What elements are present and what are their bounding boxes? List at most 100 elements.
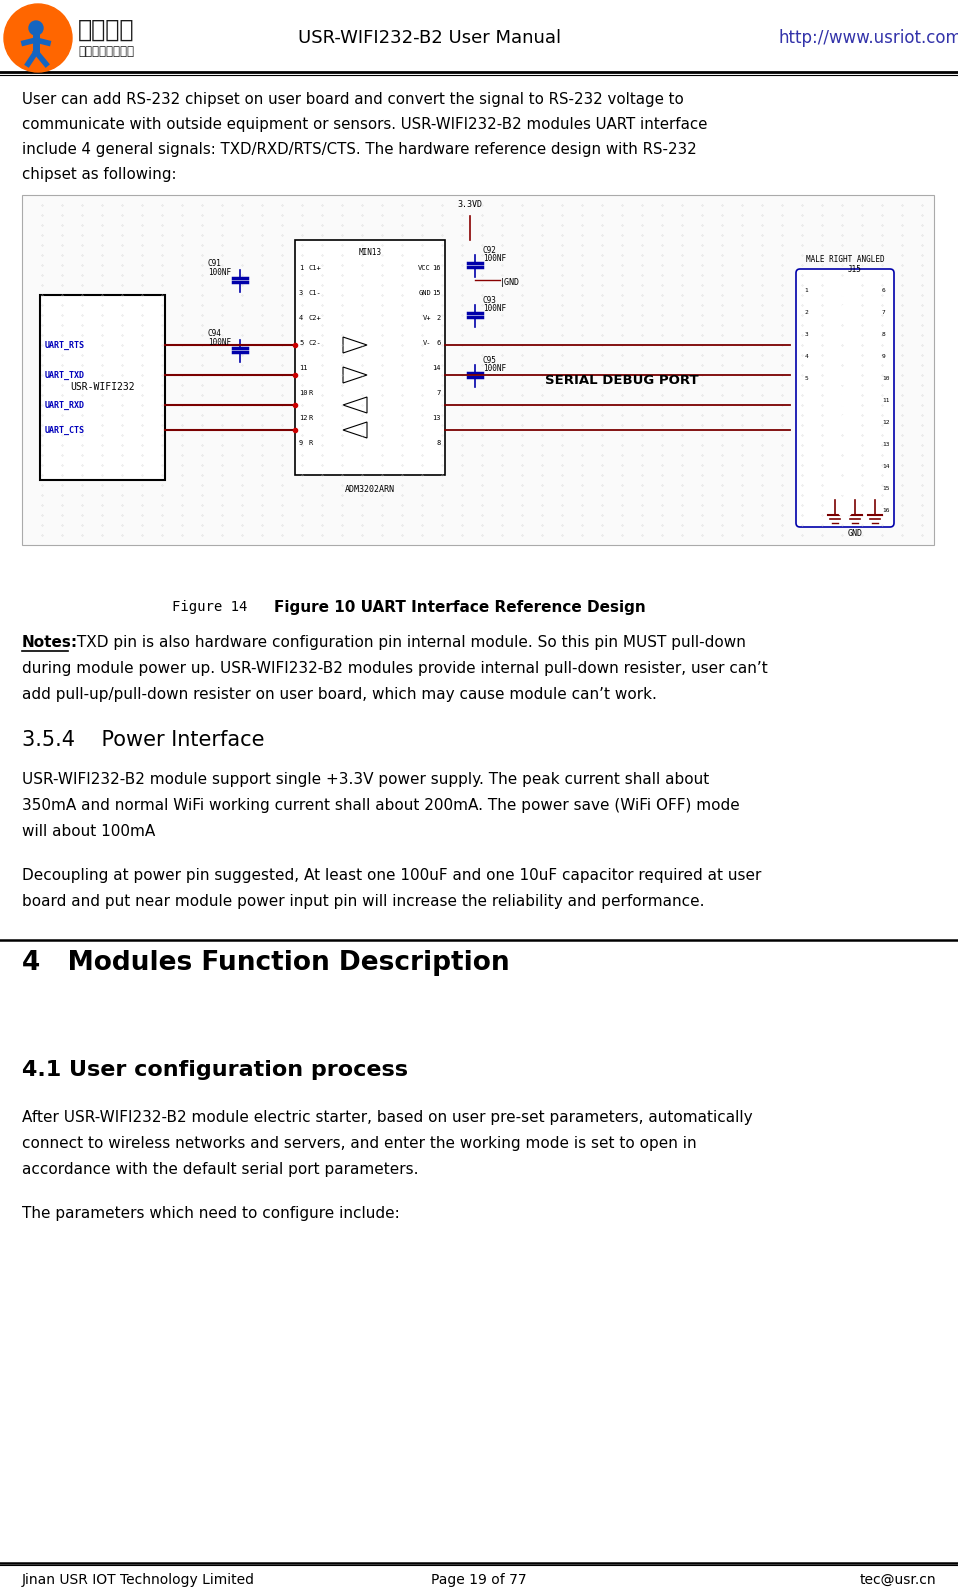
Text: V+: V+ bbox=[422, 315, 431, 322]
Text: 6: 6 bbox=[437, 339, 441, 346]
Text: Notes:: Notes: bbox=[22, 636, 79, 650]
Text: 12: 12 bbox=[882, 419, 889, 424]
Text: 3: 3 bbox=[299, 290, 304, 296]
Text: Figure 10 UART Interface Reference Design: Figure 10 UART Interface Reference Desig… bbox=[274, 601, 646, 615]
Text: C94: C94 bbox=[208, 330, 222, 338]
Text: |GND: |GND bbox=[500, 279, 520, 287]
Text: R: R bbox=[309, 416, 313, 421]
Text: 10: 10 bbox=[882, 376, 889, 381]
Bar bbox=[295, 241, 445, 475]
Text: USR-WIFI232-B2 User Manual: USR-WIFI232-B2 User Manual bbox=[299, 29, 561, 48]
Text: User can add RS-232 chipset on user board and convert the signal to RS-232 volta: User can add RS-232 chipset on user boar… bbox=[22, 92, 684, 107]
Text: UART_RTS: UART_RTS bbox=[45, 341, 85, 349]
Text: C2+: C2+ bbox=[309, 315, 322, 322]
Text: 10: 10 bbox=[299, 390, 308, 397]
Text: 100NF: 100NF bbox=[483, 363, 506, 373]
Text: UART_RXD: UART_RXD bbox=[45, 400, 85, 409]
Circle shape bbox=[4, 5, 72, 72]
Text: C1-: C1- bbox=[309, 290, 322, 296]
Circle shape bbox=[838, 349, 852, 363]
Text: C95: C95 bbox=[483, 355, 497, 365]
Text: 3: 3 bbox=[805, 331, 808, 336]
Text: 8: 8 bbox=[437, 440, 441, 446]
Text: 15: 15 bbox=[432, 290, 441, 296]
Text: 1: 1 bbox=[299, 264, 304, 271]
Text: chipset as following:: chipset as following: bbox=[22, 167, 176, 182]
Text: 3.5.4    Power Interface: 3.5.4 Power Interface bbox=[22, 730, 264, 750]
Text: Jinan USR IOT Technology Limited: Jinan USR IOT Technology Limited bbox=[22, 1572, 255, 1587]
Text: tec@usr.cn: tec@usr.cn bbox=[859, 1572, 936, 1587]
FancyBboxPatch shape bbox=[796, 269, 894, 527]
Circle shape bbox=[838, 459, 852, 473]
Text: will about 100mA: will about 100mA bbox=[22, 824, 155, 840]
Text: USR-WIFI232: USR-WIFI232 bbox=[70, 382, 135, 392]
Text: C91: C91 bbox=[208, 260, 222, 268]
Text: UART_CTS: UART_CTS bbox=[45, 425, 85, 435]
Text: 7: 7 bbox=[882, 309, 886, 314]
Text: 2: 2 bbox=[805, 309, 808, 314]
Text: 12: 12 bbox=[299, 416, 308, 421]
Text: 8: 8 bbox=[882, 331, 886, 336]
Text: x: x bbox=[843, 331, 847, 338]
Text: board and put near module power input pin will increase the reliability and perf: board and put near module power input pi… bbox=[22, 894, 704, 910]
Text: C93: C93 bbox=[483, 296, 497, 304]
Circle shape bbox=[838, 284, 852, 296]
Text: SERIAL DEBUG PORT: SERIAL DEBUG PORT bbox=[545, 373, 698, 387]
Bar bbox=[22, 194, 934, 545]
Text: R: R bbox=[309, 390, 313, 397]
Text: MIN13: MIN13 bbox=[358, 249, 381, 256]
Bar bbox=[40, 295, 165, 479]
Circle shape bbox=[838, 371, 852, 386]
Text: 100NF: 100NF bbox=[483, 304, 506, 312]
Circle shape bbox=[29, 21, 43, 35]
Circle shape bbox=[838, 393, 852, 406]
Text: communicate with outside equipment or sensors. USR-WIFI232-B2 modules UART inter: communicate with outside equipment or se… bbox=[22, 116, 707, 132]
Text: 13: 13 bbox=[432, 416, 441, 421]
Text: 13: 13 bbox=[882, 441, 889, 446]
Text: V-: V- bbox=[422, 339, 431, 346]
Circle shape bbox=[838, 327, 852, 341]
Text: 9: 9 bbox=[882, 354, 886, 358]
Text: C2-: C2- bbox=[309, 339, 322, 346]
Text: 11: 11 bbox=[882, 398, 889, 403]
Text: J15: J15 bbox=[848, 264, 862, 274]
Text: GND: GND bbox=[419, 290, 431, 296]
Text: 4   Modules Function Description: 4 Modules Function Description bbox=[22, 949, 510, 977]
Circle shape bbox=[838, 304, 852, 319]
Text: UART_TXD: UART_TXD bbox=[45, 371, 85, 379]
Text: 有人在认真做事！: 有人在认真做事！ bbox=[78, 45, 134, 57]
Circle shape bbox=[838, 481, 852, 495]
Text: ADM3202ARN: ADM3202ARN bbox=[345, 484, 395, 494]
Text: 14: 14 bbox=[882, 464, 889, 468]
Text: 4: 4 bbox=[805, 354, 808, 358]
Text: 1: 1 bbox=[805, 287, 808, 293]
Text: GND: GND bbox=[848, 529, 862, 538]
Text: include 4 general signals: TXD/RXD/RTS/CTS. The hardware reference design with R: include 4 general signals: TXD/RXD/RTS/C… bbox=[22, 142, 696, 158]
Text: 2: 2 bbox=[437, 315, 441, 322]
Text: MALE RIGHT ANGLED: MALE RIGHT ANGLED bbox=[806, 255, 884, 264]
Text: The parameters which need to configure include:: The parameters which need to configure i… bbox=[22, 1206, 399, 1220]
Text: connect to wireless networks and servers, and enter the working mode is set to o: connect to wireless networks and servers… bbox=[22, 1136, 696, 1152]
Text: 16: 16 bbox=[882, 508, 889, 513]
Text: 7: 7 bbox=[437, 390, 441, 397]
Text: 3.3VD: 3.3VD bbox=[458, 201, 483, 209]
Text: 有人科技: 有人科技 bbox=[78, 18, 134, 41]
Circle shape bbox=[838, 416, 852, 429]
Text: 4: 4 bbox=[299, 315, 304, 322]
Text: C92: C92 bbox=[483, 245, 497, 255]
Text: 14: 14 bbox=[432, 365, 441, 371]
Text: TXD pin is also hardware configuration pin internal module. So this pin MUST pul: TXD pin is also hardware configuration p… bbox=[72, 636, 746, 650]
Text: 5: 5 bbox=[299, 339, 304, 346]
Text: accordance with the default serial port parameters.: accordance with the default serial port … bbox=[22, 1161, 419, 1177]
Text: 6: 6 bbox=[882, 287, 886, 293]
Text: 4.1 User configuration process: 4.1 User configuration process bbox=[22, 1059, 408, 1080]
Text: add pull-up/pull-down resister on user board, which may cause module can’t work.: add pull-up/pull-down resister on user b… bbox=[22, 687, 657, 703]
Text: http://www.usriot.com: http://www.usriot.com bbox=[778, 29, 958, 48]
Circle shape bbox=[838, 436, 852, 451]
Text: 9: 9 bbox=[299, 440, 304, 446]
Text: 11: 11 bbox=[299, 365, 308, 371]
Text: 16: 16 bbox=[432, 264, 441, 271]
Text: Page 19 of 77: Page 19 of 77 bbox=[431, 1572, 527, 1587]
Text: Decoupling at power pin suggested, At least one 100uF and one 10uF capacitor req: Decoupling at power pin suggested, At le… bbox=[22, 868, 762, 883]
Text: x: x bbox=[843, 374, 847, 381]
